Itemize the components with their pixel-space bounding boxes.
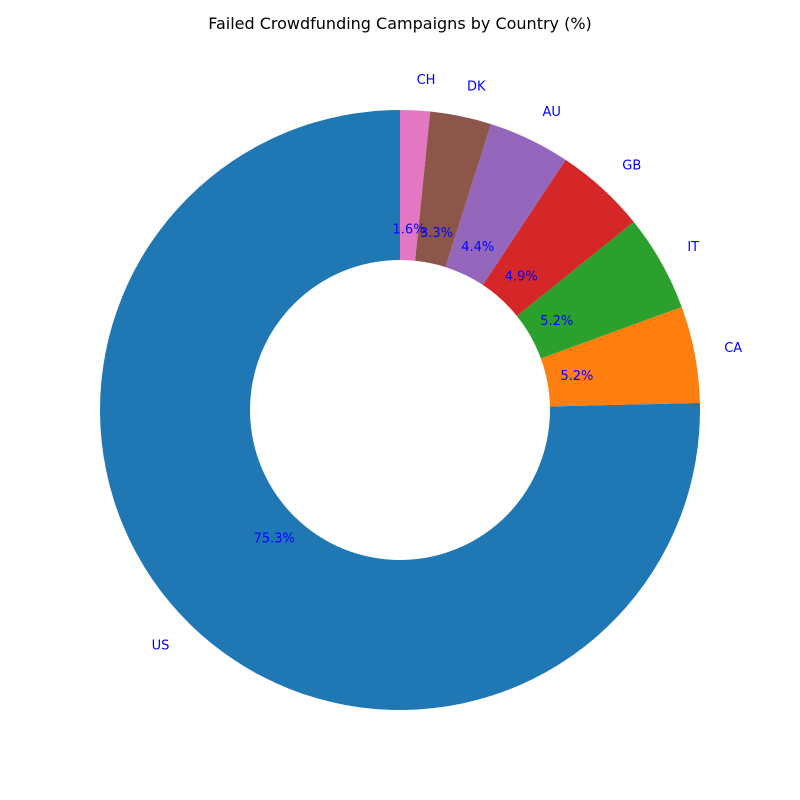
pct-label-ca: 5.2%: [560, 369, 593, 384]
slice-ca: [540, 306, 700, 407]
pct-label-au: 4.4%: [461, 240, 494, 255]
slice-label-it: IT: [687, 240, 699, 255]
slice-ch: [400, 110, 431, 261]
pct-label-gb: 4.9%: [505, 269, 538, 284]
slice-au: [445, 124, 566, 285]
pct-label-ch: 1.6%: [393, 223, 426, 238]
slice-label-dk: DK: [467, 79, 486, 94]
slice-label-au: AU: [543, 105, 561, 120]
slice-it: [516, 221, 682, 359]
slice-label-ch: CH: [417, 73, 436, 88]
pct-label-us: 75.3%: [254, 531, 295, 546]
pct-label-dk: 3.3%: [420, 226, 453, 241]
slice-gb: [482, 159, 634, 316]
slice-dk: [415, 111, 491, 268]
slice-label-gb: GB: [622, 159, 641, 174]
labels-group: US 75.3% CA 5.2% IT 5.2% GB 4.9% AU 4.4% DK 3.3% CH 1…: [152, 73, 743, 654]
slice-us: [100, 110, 701, 711]
slices-group: [100, 110, 701, 711]
slice-label-ca: CA: [724, 341, 742, 356]
slice-label-us: US: [152, 639, 170, 654]
pct-label-it: 5.2%: [540, 314, 573, 329]
chart-title: Failed Crowdfunding Campaigns by Country…: [208, 14, 592, 33]
